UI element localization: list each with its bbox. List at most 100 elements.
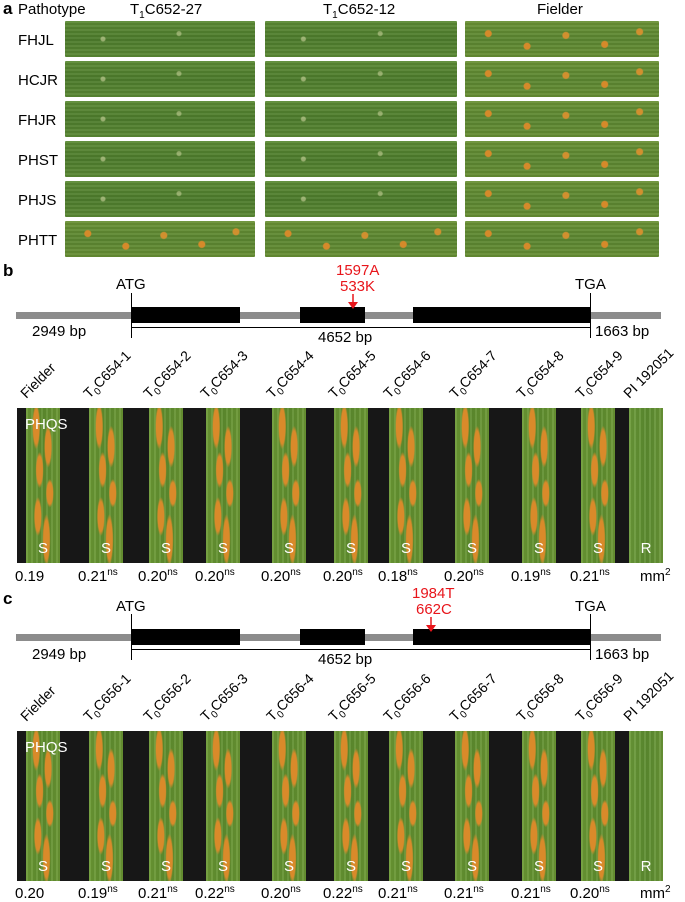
- unit-c: mm2: [640, 884, 671, 902]
- leaf-strip: S: [522, 731, 556, 881]
- leaf-photo-r5-c1: [65, 181, 255, 217]
- reaction-label: S: [283, 858, 294, 875]
- leaf-strip: S: [455, 731, 489, 881]
- exon-1-c: [131, 629, 240, 645]
- line-name-label: T0C654-2: [140, 347, 194, 402]
- reaction-label: S: [160, 540, 171, 557]
- reaction-label: S: [592, 540, 603, 557]
- leaf-strip: S: [206, 731, 240, 881]
- reaction-label: S: [592, 858, 603, 875]
- leaf-photo-r2-c1: [65, 61, 255, 97]
- line-name-label: T0C654-6: [380, 347, 434, 402]
- reaction-label: S: [400, 540, 411, 557]
- leaf-photo-r6-c3: [465, 221, 659, 257]
- lesion-area-value: 0.21ns: [444, 884, 484, 902]
- lesion-area-value: 0.19ns: [78, 884, 118, 902]
- reaction-label: R: [640, 858, 652, 875]
- exon-3-b: [413, 307, 590, 323]
- leaf-photo-r1-c2: [265, 21, 457, 57]
- line-name-label: T0C656-3: [197, 670, 251, 725]
- leaf-strip: S: [89, 731, 123, 881]
- line-name-label: PI 192051: [620, 344, 677, 402]
- reaction-label: S: [217, 540, 228, 557]
- line-name-label: T0C656-6: [380, 670, 434, 725]
- line-name-label: T0C654-8: [513, 347, 567, 402]
- exon-1-b: [131, 307, 240, 323]
- col-header-1: T1C652-27: [130, 1, 203, 21]
- line-name-label: T0C656-4: [263, 670, 317, 725]
- mutation-aa-c: 662C: [416, 601, 452, 618]
- leaf-strip: S: [522, 408, 556, 563]
- leaf-strip: S: [334, 408, 368, 563]
- leaf-image-c: S S S S S S S S S S R PHQS: [17, 731, 663, 881]
- reaction-label: S: [400, 858, 411, 875]
- leaf-image-b: S S S S S S S S S S R PHQS: [17, 408, 663, 563]
- lesion-area-value: 0.20ns: [444, 567, 484, 585]
- tga-label-c: TGA: [575, 598, 606, 615]
- pathotype-row-label: PHTT: [18, 232, 58, 249]
- leaf-photo-r5-c2: [265, 181, 457, 217]
- exon-2-b: [300, 307, 365, 323]
- leaf-photo-r3-c2: [265, 101, 457, 137]
- lesion-area-value: 0.22ns: [323, 884, 363, 902]
- reaction-label: S: [466, 858, 477, 875]
- tga-label-b: TGA: [575, 276, 606, 293]
- leaf-photo-r4-c3: [465, 141, 659, 177]
- mutation-nt-c: 1984T: [412, 585, 455, 602]
- mid-bp-b: 4652 bp: [318, 329, 373, 346]
- reaction-label: S: [37, 858, 48, 875]
- leaf-photo-r2-c2: [265, 61, 457, 97]
- leaf-strip: R: [629, 408, 663, 563]
- leaf-strip: S: [272, 408, 306, 563]
- lesion-area-value: 0.22ns: [195, 884, 235, 902]
- atg-label-c: ATG: [116, 598, 146, 615]
- lesion-area-value: 0.21ns: [78, 567, 118, 585]
- leaf-strip: S: [272, 731, 306, 881]
- reaction-label: S: [533, 858, 544, 875]
- leaf-strip: S: [455, 408, 489, 563]
- span-line-b: [131, 327, 590, 328]
- pathotype-label-c: PHQS: [25, 739, 68, 756]
- mutation-arrow-b: [348, 294, 358, 309]
- leaf-strip: S: [26, 731, 60, 881]
- line-name-label: T0C656-7: [446, 670, 500, 725]
- lesion-area-value: 0.20ns: [323, 567, 363, 585]
- reaction-label: S: [283, 540, 294, 557]
- lesion-area-value: 0.20ns: [261, 567, 301, 585]
- mutation-aa-b: 533K: [340, 278, 376, 295]
- lesion-area-value: 0.20ns: [195, 567, 235, 585]
- leaf-photo-r6-c2: [265, 221, 457, 257]
- reaction-label: S: [466, 540, 477, 557]
- right-bp-c: 1663 bp: [595, 646, 650, 663]
- mutation-nt-b: 1597A: [336, 262, 380, 279]
- atg-tick-c: [131, 614, 132, 660]
- pathotype-row-label: PHST: [18, 152, 59, 169]
- leaf-strip: S: [581, 408, 615, 563]
- tga-tick-c: [590, 614, 591, 660]
- leaf-strip: S: [206, 408, 240, 563]
- line-name-label: T0C654-3: [197, 347, 251, 402]
- leaf-strip: S: [26, 408, 60, 563]
- lesion-area-value: 0.20ns: [138, 567, 178, 585]
- line-name-label: Fielder: [17, 682, 59, 725]
- leaf-photo-r4-c2: [265, 141, 457, 177]
- leaf-photo-r1-c3: [465, 21, 659, 57]
- leaf-photo-r2-c3: [465, 61, 659, 97]
- line-name-label: T0C654-5: [325, 347, 379, 402]
- reaction-label: S: [345, 540, 356, 557]
- leaf-photo-r3-c3: [465, 101, 659, 137]
- lesion-area-value: 0.20ns: [261, 884, 301, 902]
- reaction-label: S: [100, 858, 111, 875]
- leaf-photo-r5-c3: [465, 181, 659, 217]
- leaf-strip: S: [89, 408, 123, 563]
- mid-bp-c: 4652 bp: [318, 651, 373, 668]
- pathotype-label-b: PHQS: [25, 416, 68, 433]
- tga-tick-b: [590, 293, 591, 338]
- panel-a-letter: a: [3, 0, 13, 18]
- lesion-area-value: 0.18ns: [378, 567, 418, 585]
- unit-b: mm2: [640, 567, 671, 585]
- left-bp-c: 2949 bp: [32, 646, 87, 663]
- panel-b-letter: b: [3, 261, 14, 280]
- line-name-label: T0C654-1: [80, 347, 134, 402]
- reaction-label: S: [100, 540, 111, 557]
